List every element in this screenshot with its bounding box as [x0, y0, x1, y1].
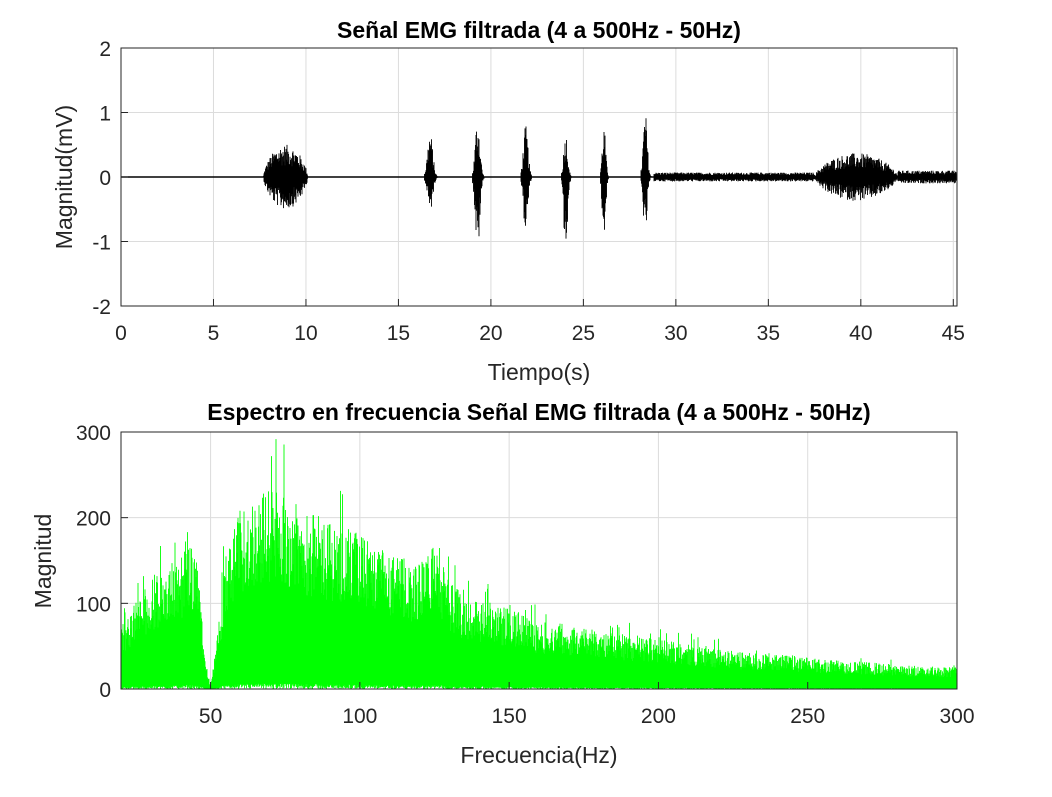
x-tick-label: 45 [942, 322, 965, 345]
y-axis-label: Magnitud(mV) [51, 105, 77, 249]
x-tick-label: 100 [342, 705, 377, 728]
x-tick-label: 50 [199, 705, 222, 728]
x-tick-label: 20 [479, 322, 502, 345]
x-tick-label: 0 [115, 322, 127, 345]
x-tick-label: 40 [849, 322, 872, 345]
y-tick-label: 100 [76, 593, 111, 616]
x-tick-label: 150 [492, 705, 527, 728]
x-tick-label: 15 [387, 322, 410, 345]
emg-signal-line [120, 118, 958, 239]
chart-title: Señal EMG filtrada (4 a 500Hz - 50Hz) [337, 17, 741, 43]
x-tick-label: 200 [641, 705, 676, 728]
x-axis-label: Frecuencia(Hz) [460, 742, 617, 768]
y-tick-label: -1 [92, 232, 111, 255]
x-tick-label: 250 [790, 705, 825, 728]
y-tick-label: -2 [92, 296, 111, 319]
x-tick-label: 300 [939, 705, 974, 728]
emg-spectrum-chart: Espectro en frecuencia Señal EMG filtrad… [30, 399, 975, 768]
emg-time-chart: Señal EMG filtrada (4 a 500Hz - 50Hz) 0 5… [51, 17, 965, 385]
y-tick-label: 200 [76, 508, 111, 531]
y-tick-label: 1 [99, 103, 111, 126]
chart-title: Espectro en frecuencia Señal EMG filtrad… [207, 399, 870, 425]
x-tick-label: 30 [664, 322, 687, 345]
y-tick-label: 0 [99, 679, 111, 702]
x-tick-label: 10 [294, 322, 317, 345]
y-tick-label: 0 [99, 167, 111, 190]
y-tick-label: 2 [99, 38, 111, 61]
x-axis-label: Tiempo(s) [488, 359, 591, 385]
x-tick-label: 35 [757, 322, 780, 345]
plot-frame [120, 431, 958, 690]
x-tick-label: 5 [208, 322, 220, 345]
x-tick-label: 25 [572, 322, 595, 345]
y-axis-label: Magnitud [30, 514, 56, 609]
spectrum-line [120, 439, 958, 689]
y-tick-label: 300 [76, 422, 111, 445]
